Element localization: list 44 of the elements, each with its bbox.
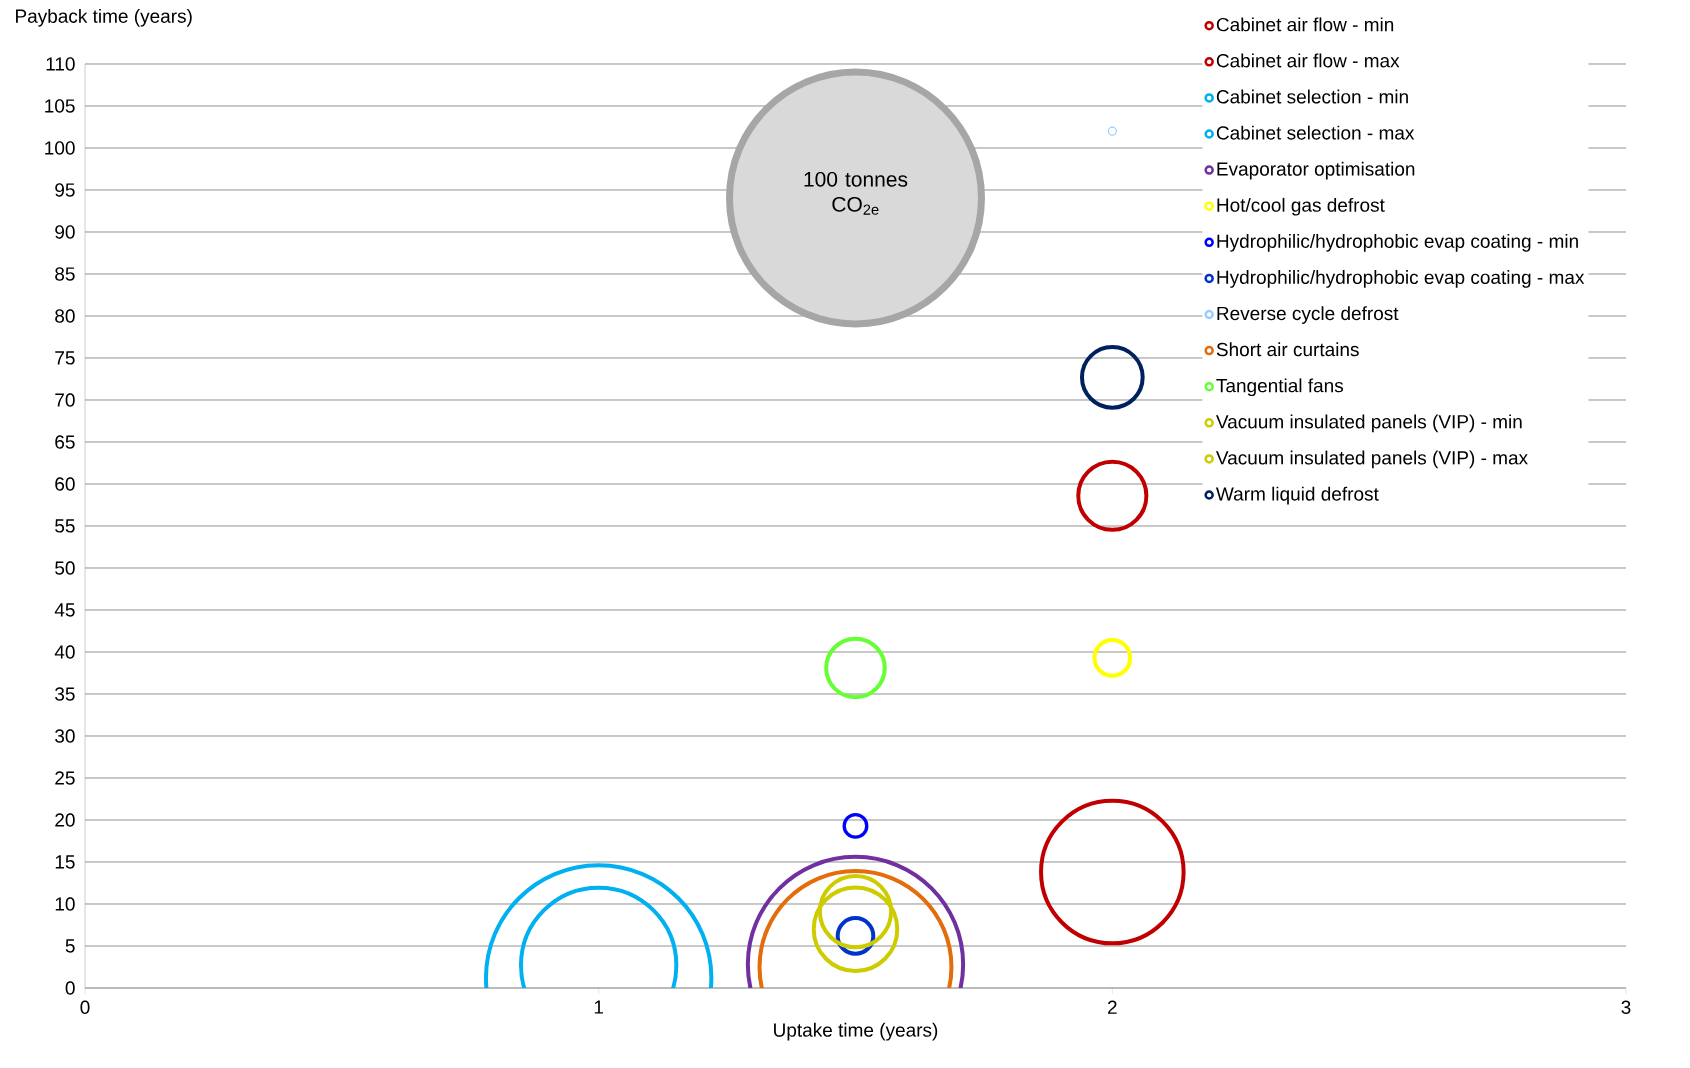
y-tick-label: 95 [55,183,75,197]
legend-label: Reverse cycle defrost [1217,306,1399,324]
legend-label: Vacuum insulated panels (VIP) - max [1215,450,1528,469]
x-tick-label: 2 [1107,1000,1117,1014]
y-tick-label: 15 [55,855,75,869]
legend-label: Cabinet air flow - min [1216,17,1394,32]
legend-label: Hydrophilic/hydrophobic evap coating - max [1217,270,1585,288]
y-tick-label: 55 [55,519,75,533]
legend-label: Cabinet air flow - max [1216,53,1400,68]
y-tick-label: 110 [46,57,75,71]
x-tick-label: 1 [594,1000,604,1014]
y-tick-label: 45 [54,603,75,617]
y-tick-label: 25 [55,771,75,785]
x-tick-label: 0 [80,1000,90,1014]
legend-label: 100 tonnes CO$_{2e}$ [804,171,908,215]
y-tick-label: 20 [55,813,75,827]
y-tick-label: 60 [55,477,75,491]
legend-label: Hot/cool gas defrost [1217,197,1385,216]
legend-label: Hydrophilic/hydrophobic evap coating - min [1217,233,1578,252]
legend-label: Evaporator optimisation [1217,161,1415,180]
y-tick-label: 0 [65,981,75,995]
y-tick-label: 70 [55,393,75,407]
y-axis-title: Payback time (years) [16,8,192,27]
y-tick-label: 50 [55,561,75,575]
y-tick-label: 5 [65,939,75,953]
legend-label: Vacuum insulated panels (VIP) - min [1215,414,1522,433]
y-tick-label: 65 [55,435,75,449]
y-tick-label: 10 [55,897,75,911]
y-tick-label: 100 [45,141,75,155]
legend-label: Cabinet selection - max [1216,125,1415,140]
y-tick-label: 30 [55,729,75,743]
y-tick-label: 90 [55,225,75,239]
y-tick-label: 105 [45,99,75,113]
legend-label: Tangential fans [1216,378,1344,397]
x-axis-title: Uptake time (years) [774,1022,938,1041]
y-tick-label: 35 [55,687,75,701]
legend-label: Short air curtains [1216,342,1359,357]
legend-label: Cabinet selection - min [1216,89,1408,104]
legend-label: Warm liquid defrost [1215,486,1379,505]
y-tick-label: 80 [55,309,75,323]
x-tick-label: 3 [1621,1000,1631,1014]
y-tick-label: 85 [55,267,75,281]
y-tick-label: 75 [55,351,75,365]
y-tick-label: 40 [54,645,75,659]
